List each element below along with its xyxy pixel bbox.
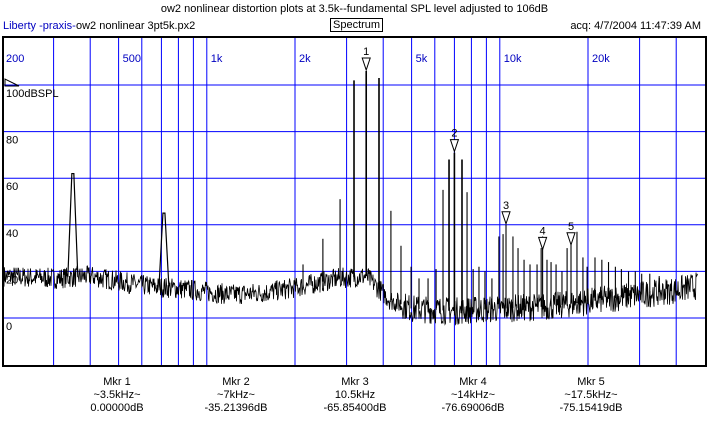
marker-triangle-icon bbox=[537, 236, 548, 252]
x-tick-label: 10k bbox=[504, 53, 522, 65]
noise-floor-trace bbox=[3, 265, 698, 326]
x-tick-label: 200 bbox=[6, 53, 24, 65]
x-tick-label: 2k bbox=[299, 53, 311, 65]
spectrum-mode-button[interactable]: Spectrum bbox=[330, 18, 384, 32]
marker-label: Mkr 2 bbox=[222, 376, 250, 388]
spectral-peak bbox=[67, 172, 79, 278]
brand-label: Liberty -praxis- bbox=[3, 20, 76, 32]
marker-readout-2: Mkr 2 ~7kHz~ -35.21396dB bbox=[181, 376, 291, 415]
y-tick-label: 0 bbox=[6, 321, 12, 333]
marker-readout-1: Mkr 1 ~3.5kHz~ 0.00000dB bbox=[62, 376, 172, 415]
marker-readout-5: Mkr 5 ~17.5kHz~ -75.15419dB bbox=[536, 376, 646, 415]
x-tick-label: 1k bbox=[211, 53, 223, 65]
marker-value: -76.69006dB bbox=[441, 402, 505, 414]
marker-triangle-icon bbox=[501, 211, 511, 226]
y-tick-label: 40 bbox=[6, 228, 18, 240]
marker-number: 5 bbox=[568, 221, 574, 233]
marker-value: -65.85400dB bbox=[323, 402, 387, 414]
marker-number: 2 bbox=[451, 128, 457, 140]
spectral-peak bbox=[158, 212, 170, 288]
y-tick-label: 80 bbox=[6, 135, 18, 147]
marker-number: 1 bbox=[363, 46, 369, 58]
marker-value: -75.15419dB bbox=[559, 402, 623, 414]
marker-number: 3 bbox=[503, 200, 509, 212]
x-tick-label: 5k bbox=[416, 53, 428, 65]
reference-level-icon bbox=[4, 78, 20, 87]
y-tick-label: 100dBSPL bbox=[6, 88, 59, 100]
chart-title: ow2 nonlinear distortion plots at 3.5k--… bbox=[160, 3, 549, 15]
marker-label: Mkr 5 bbox=[577, 376, 605, 388]
plot-frame bbox=[2, 36, 707, 367]
marker-frequency: ~3.5kHz~ bbox=[93, 389, 141, 401]
marker-frequency: ~14kHz~ bbox=[450, 389, 496, 401]
marker-frequency: 10.5kHz bbox=[334, 389, 376, 401]
marker-value: 0.00000dB bbox=[90, 402, 144, 414]
marker-readout-4: Mkr 4 ~14kHz~ -76.69006dB bbox=[418, 376, 528, 415]
marker-triangle-icon bbox=[449, 139, 460, 154]
marker-value: -35.21396dB bbox=[204, 402, 268, 414]
marker-triangle-icon bbox=[566, 232, 576, 247]
marker-frequency: ~7kHz~ bbox=[217, 389, 255, 401]
marker-frequency: ~17.5kHz~ bbox=[564, 389, 618, 401]
x-tick-label: 20k bbox=[592, 53, 610, 65]
marker-label: Mkr 4 bbox=[459, 376, 487, 388]
x-tick-label: 500 bbox=[123, 53, 141, 65]
y-tick-label: 60 bbox=[6, 181, 18, 193]
marker-triangle-icon bbox=[361, 57, 371, 72]
acquisition-timestamp: acq: 4/7/2004 11:47:39 AM bbox=[570, 20, 701, 32]
marker-number: 4 bbox=[540, 225, 546, 237]
marker-label: Mkr 3 bbox=[341, 376, 369, 388]
marker-readout-3: Mkr 3 10.5kHz -65.85400dB bbox=[300, 376, 410, 415]
file-name: ow2 nonlinear 3pt5k.px2 bbox=[76, 20, 196, 32]
marker-label: Mkr 1 bbox=[103, 376, 131, 388]
